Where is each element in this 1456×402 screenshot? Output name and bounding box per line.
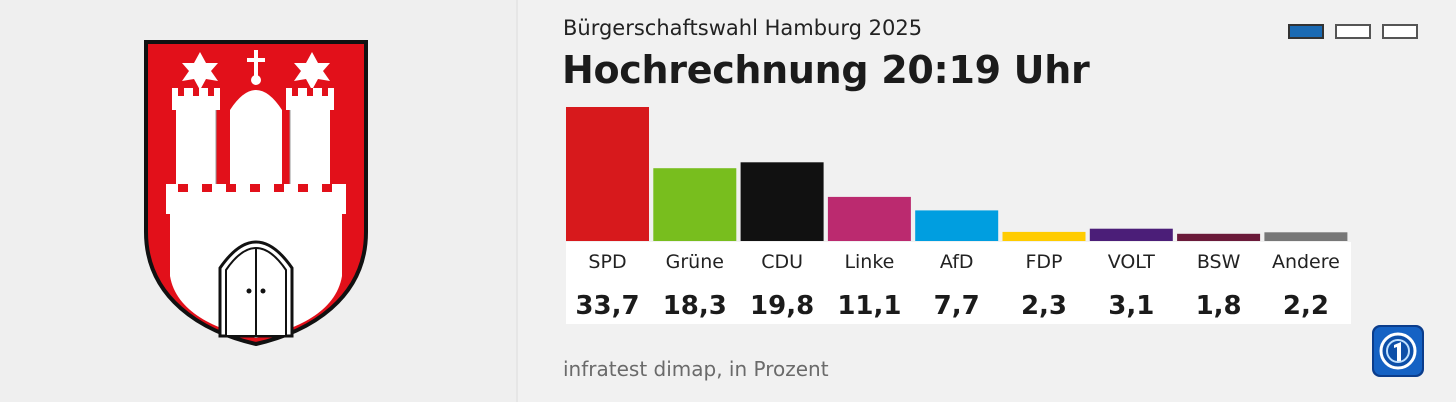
panel-divider: [516, 0, 518, 402]
category-label: FDP: [1025, 251, 1062, 273]
value-label: 2,3: [1021, 291, 1067, 321]
hamburg-coat-of-arms-icon: [144, 40, 368, 347]
category-label: VOLT: [1108, 251, 1156, 273]
bar-afd: [915, 210, 999, 241]
value-label: 19,8: [750, 291, 814, 321]
category-label: AfD: [940, 251, 974, 273]
category-label: SPD: [588, 251, 626, 273]
bar-fdp: [1002, 231, 1086, 241]
pager-dot-1[interactable]: [1288, 24, 1324, 39]
pager-dot-2[interactable]: [1335, 24, 1371, 39]
value-label: 1,8: [1196, 291, 1242, 321]
bar-spd: [566, 107, 649, 241]
bar-volt: [1089, 228, 1173, 241]
bar-linke: [827, 196, 911, 241]
tagesschau-logo-icon: [1372, 325, 1424, 377]
value-label: 33,7: [575, 291, 639, 321]
category-label: Andere: [1272, 251, 1340, 273]
value-label: 18,3: [663, 291, 727, 321]
chart-title: Hochrechnung 20:19 Uhr: [562, 48, 1090, 92]
category-label: BSW: [1197, 251, 1241, 273]
category-label: CDU: [761, 251, 803, 273]
bar-bsw: [1177, 233, 1261, 241]
chart-subtitle: Bürgerschaftswahl Hamburg 2025: [563, 16, 923, 40]
category-label: Linke: [844, 251, 894, 273]
value-label: 7,7: [934, 291, 980, 321]
bar-andere: [1264, 232, 1348, 241]
category-label: Grüne: [666, 251, 724, 273]
coat-of-arms-panel: [0, 0, 516, 402]
data-source: infratest dimap, in Prozent: [563, 357, 829, 381]
value-label: 2,2: [1283, 291, 1329, 321]
bar-cdu: [740, 162, 824, 241]
bar-grüne: [653, 168, 737, 241]
pager-dot-3[interactable]: [1382, 24, 1418, 39]
results-table: [566, 242, 1351, 324]
value-label: 11,1: [837, 291, 901, 321]
value-label: 3,1: [1108, 291, 1154, 321]
